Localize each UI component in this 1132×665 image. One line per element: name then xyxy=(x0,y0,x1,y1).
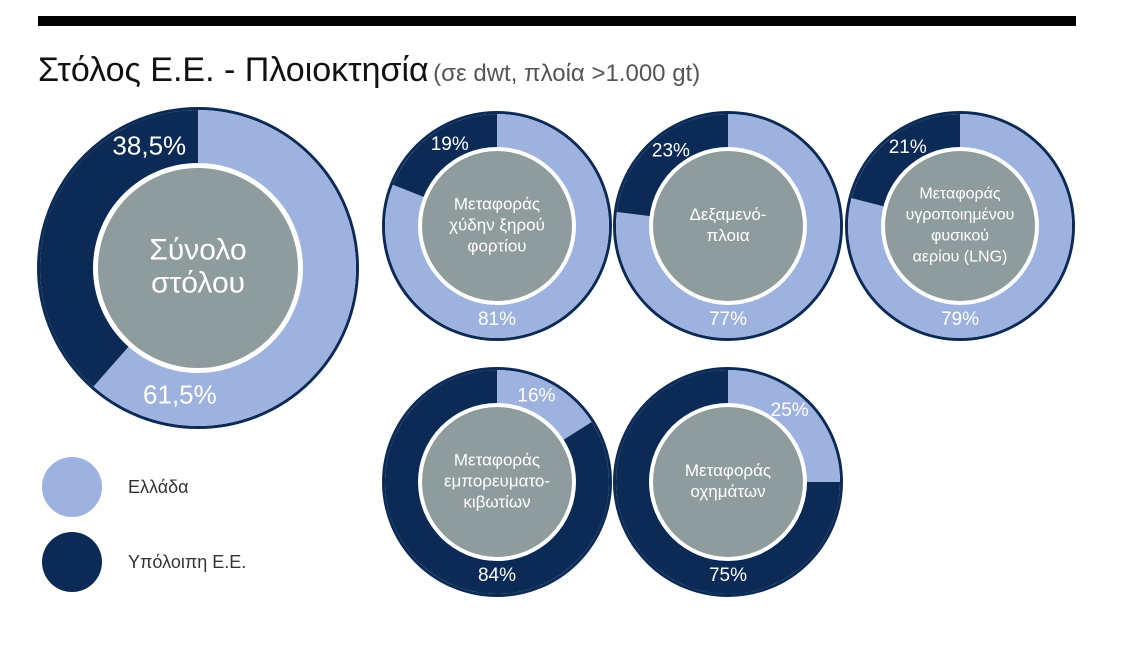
title-main: Στόλος Ε.Ε. - Πλοιοκτησία xyxy=(38,51,429,89)
data-label: 19% xyxy=(431,134,469,155)
donut-outline xyxy=(382,367,612,597)
center-label-line: Μεταφοράς xyxy=(454,450,540,469)
data-label: 84% xyxy=(478,565,516,586)
legend-item-rest-eu: Υπόλοιπη Ε.Ε. xyxy=(42,532,246,592)
center-label-line: στόλου xyxy=(151,266,245,299)
legend-swatch-greece xyxy=(42,457,102,517)
donut-outline xyxy=(613,111,843,341)
donut-center xyxy=(653,407,803,557)
data-label: 16% xyxy=(517,386,555,407)
legend-label-greece: Ελλάδα xyxy=(128,476,189,497)
donut-chart-2: Μεταφοράς χύδην ξηρού φορτίου 81% 19% xyxy=(382,111,612,341)
center-label-line: Μεταφοράς xyxy=(454,194,540,213)
donut-chart-3: Δεξαμενό-πλοια 77% 23% xyxy=(613,111,843,341)
data-label: 79% xyxy=(941,309,979,330)
donut-chart-4: Μεταφοράς υγροποιημένου φυσικού αερίου (LNG… xyxy=(845,111,1075,341)
donut-chart-5: Μεταφοράς εμπορευματο-κιβωτίων 16% 84% xyxy=(382,367,612,597)
data-label: 25% xyxy=(771,400,809,421)
donut-outline xyxy=(37,107,359,429)
data-label: 61,5% xyxy=(143,380,217,410)
center-label-line: Μεταφοράς xyxy=(685,461,771,480)
center-label-line: χύδην ξηρού xyxy=(449,215,545,234)
data-label: 77% xyxy=(709,309,747,330)
center-label-line: Δεξαμενό- xyxy=(690,205,767,224)
data-label: 38,5% xyxy=(112,130,186,160)
chart-title: Στόλος Ε.Ε. - Πλοιοκτησία (σε dwt, πλοία… xyxy=(38,50,700,97)
center-label-line: υγροποιημένου xyxy=(906,207,1015,224)
donut-center xyxy=(422,407,572,557)
donut-center xyxy=(885,151,1035,301)
center-label-line: κιβωτίων xyxy=(463,492,530,511)
top-rule xyxy=(38,16,1076,26)
center-label-line: Σύνολο xyxy=(149,233,246,266)
donut-center xyxy=(422,151,572,301)
donut-center xyxy=(653,151,803,301)
data-label: 81% xyxy=(478,309,516,330)
donut-outline xyxy=(382,111,612,341)
data-label: 21% xyxy=(889,137,927,158)
donut-outline xyxy=(613,367,843,597)
data-label: 23% xyxy=(652,140,690,161)
center-label-line: Μεταφοράς xyxy=(919,186,1000,203)
donut-chart-6: Μεταφοράς οχημάτων 25% 75% xyxy=(613,367,843,597)
center-label-line: εμπορευματο- xyxy=(444,471,550,490)
center-label-line: φυσικού xyxy=(931,228,989,245)
center-label-line: φορτίου xyxy=(467,236,526,255)
legend-swatch-rest-eu xyxy=(42,532,102,592)
legend-item-greece: Ελλάδα xyxy=(42,457,189,517)
donut-outline xyxy=(845,111,1075,341)
center-label-line: αερίου (LNG) xyxy=(913,249,1008,266)
center-label-line: οχημάτων xyxy=(690,482,765,501)
donut-center xyxy=(98,168,298,368)
legend-label-rest-eu: Υπόλοιπη Ε.Ε. xyxy=(128,551,247,572)
center-label-line: πλοια xyxy=(706,226,749,245)
data-label: 75% xyxy=(709,565,747,586)
title-subtitle: (σε dwt, πλοία >1.000 gt) xyxy=(433,60,701,87)
